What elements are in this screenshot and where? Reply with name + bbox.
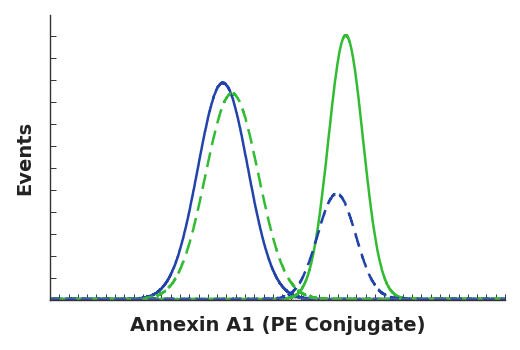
X-axis label: Annexin A1 (PE Conjugate): Annexin A1 (PE Conjugate) <box>129 316 425 335</box>
Y-axis label: Events: Events <box>15 120 34 195</box>
